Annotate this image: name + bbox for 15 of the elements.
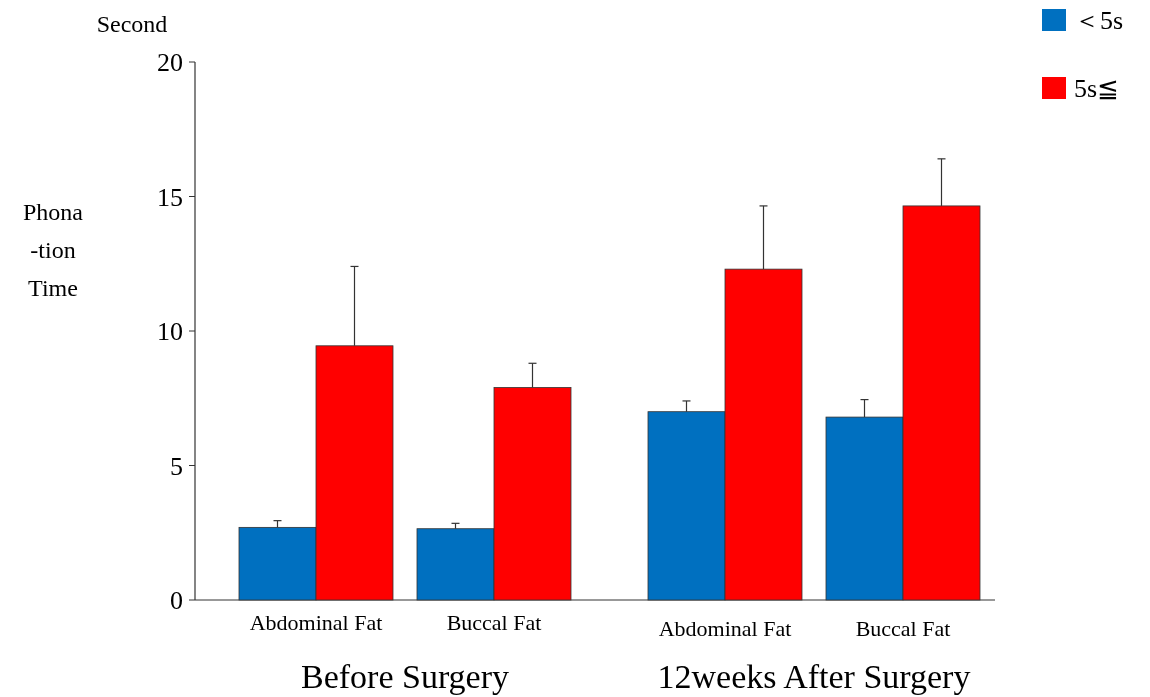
y-axis-title: Phona -tion Time: [23, 199, 84, 301]
y-tick-label: 5: [170, 451, 183, 481]
text: Second: [96, 11, 168, 37]
legend-label: ＜5s: [1074, 6, 1124, 36]
x-tick-label: Abdominal Fat: [658, 616, 792, 641]
text: 12weeks After Surgery: [657, 658, 971, 695]
legend-label: 5s≦: [1074, 74, 1120, 104]
y-tick-label: 0: [170, 586, 183, 616]
y-tick-label: 10: [157, 317, 183, 347]
y-tick-label: 20: [157, 48, 183, 78]
x-tick-label: Buccal Fat: [446, 610, 542, 635]
y-tick-label: 15: [157, 182, 183, 212]
text: Before Surgery: [300, 658, 510, 695]
x-tick-label: Abdominal Fat: [249, 610, 383, 635]
x-tick-label: Buccal Fat: [855, 616, 951, 641]
